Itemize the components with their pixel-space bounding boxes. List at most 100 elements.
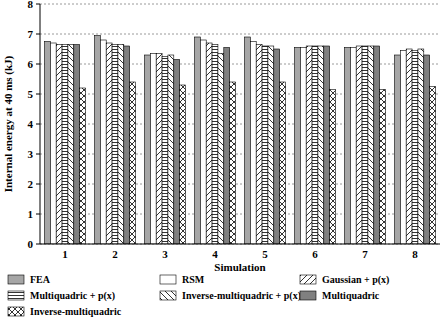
bar: [312, 46, 318, 244]
y-tick: [36, 4, 40, 5]
bar: [212, 45, 218, 245]
bar: [400, 51, 406, 245]
bar: [430, 87, 436, 245]
legend-swatch: [160, 275, 176, 284]
y-tick: [36, 64, 40, 65]
bar: [300, 48, 306, 245]
bar: [350, 48, 356, 245]
bar: [368, 46, 374, 244]
bar: [274, 49, 280, 244]
y-tick-label: 7: [28, 28, 34, 40]
bar: [318, 46, 324, 244]
y-axis-label: Internal energy at 40 ms (kJ): [2, 55, 15, 192]
bar: [74, 45, 80, 245]
y-tick: [36, 184, 40, 185]
legend-swatch: [8, 291, 24, 300]
bar: [130, 82, 136, 244]
bar: [206, 43, 212, 244]
bar: [356, 46, 362, 244]
bar: [168, 55, 174, 244]
bar: [145, 55, 151, 244]
bar: [268, 46, 274, 244]
grid-line: [40, 34, 440, 35]
bar: [45, 42, 51, 245]
x-tick-label: 7: [362, 248, 368, 260]
y-tick: [36, 154, 40, 155]
bar: [174, 60, 180, 245]
y-tick: [36, 124, 40, 125]
bars: [45, 36, 436, 245]
legend-label: RSM: [182, 274, 205, 285]
y-tick-label: 6: [28, 58, 34, 70]
bar: [106, 43, 112, 244]
y-axis: [40, 4, 41, 244]
bar: [250, 42, 256, 245]
bar: [162, 57, 168, 245]
bar: [100, 40, 106, 244]
legend-label: Gaussian + p(x): [322, 274, 389, 286]
legend-swatch: [160, 291, 176, 300]
bar: [280, 82, 286, 244]
x-tick-label: 2: [112, 248, 118, 260]
bar: [156, 54, 162, 245]
bar: [412, 51, 418, 245]
x-tick-label: 5: [262, 248, 268, 260]
x-axis: [40, 244, 440, 245]
bar: [295, 48, 301, 245]
bar: [50, 43, 56, 244]
y-tick-label: 2: [28, 178, 34, 190]
y-tick-label: 5: [28, 88, 34, 100]
bar: [68, 45, 74, 245]
bar: [124, 46, 130, 244]
bar: [112, 45, 118, 245]
bar: [330, 90, 336, 245]
bar: [374, 46, 380, 244]
y-tick-label: 3: [28, 148, 34, 160]
bar: [262, 46, 268, 244]
legend-label: Inverse-multiquadric: [30, 306, 122, 317]
legend-label: FEA: [30, 274, 51, 285]
bar: [180, 85, 186, 244]
bar: [80, 88, 86, 244]
bar: [118, 45, 124, 245]
y-tick-label: 1: [28, 208, 34, 220]
bar: [218, 54, 224, 245]
bar: [200, 40, 206, 244]
bar: [395, 55, 401, 244]
bar: [150, 54, 156, 245]
bar: [224, 48, 230, 245]
bar: [306, 46, 312, 244]
x-tick-label: 8: [412, 248, 418, 260]
bar: [345, 48, 351, 245]
bar: [230, 82, 236, 244]
chart-container: 01234567812345678SimulationInternal ener…: [0, 0, 446, 323]
y-tick: [36, 94, 40, 95]
legend-swatch: [300, 291, 316, 300]
x-tick-label: 3: [162, 248, 168, 260]
grid-line: [40, 4, 440, 5]
y-tick: [36, 244, 40, 245]
x-axis-label: Simulation: [214, 261, 265, 273]
y-tick: [36, 214, 40, 215]
y-tick-label: 4: [28, 118, 34, 130]
legend-label: Multiquadric + p(x): [30, 290, 115, 302]
y-tick: [36, 34, 40, 35]
bar: [62, 45, 68, 245]
legend-label: Inverse-multiquadric + p(x): [182, 290, 301, 302]
grid-line: [40, 244, 440, 245]
y-tick-label: 8: [28, 0, 34, 10]
legend-swatch: [300, 275, 316, 284]
bar: [406, 49, 412, 244]
x-tick-label: 1: [62, 248, 68, 260]
x-tick-label: 6: [312, 248, 318, 260]
chart-svg: 01234567812345678SimulationInternal ener…: [0, 0, 446, 323]
bar: [362, 46, 368, 244]
bar: [245, 37, 251, 244]
bar: [256, 45, 262, 245]
bar: [195, 37, 201, 244]
bar: [424, 55, 430, 244]
legend-swatch: [8, 275, 24, 284]
bar: [95, 36, 101, 245]
y-tick-label: 0: [28, 238, 34, 250]
legend-swatch: [8, 307, 24, 316]
